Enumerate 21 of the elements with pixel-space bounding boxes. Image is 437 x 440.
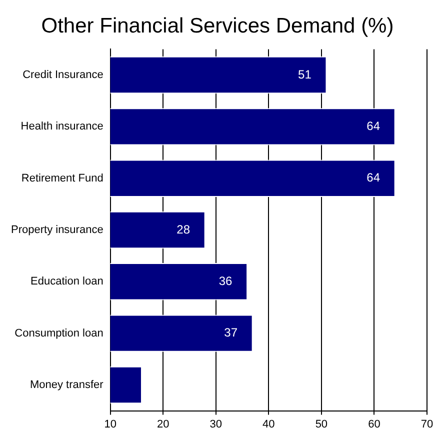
data-label: 64 [366,119,380,133]
x-tick-label: 70 [420,418,434,430]
data-label: 28 [176,222,190,236]
data-label: 37 [224,326,238,340]
y-tick-label: Education loan [30,276,104,288]
data-label: 64 [366,170,380,185]
y-tick-label: Money transfer [30,379,104,392]
x-tick-label: 20 [156,418,170,430]
x-tick-label: 10 [104,418,116,430]
y-tick-label: Property insurance [10,224,104,236]
data-label: 51 [298,67,312,82]
x-tick-label: 60 [368,418,380,430]
y-tick-label: Consumption loan [14,327,104,340]
y-tick-label: Retirement Fund [21,172,104,184]
chart-title: Other Financial Services Demand (%) [41,14,394,38]
x-tick-label: 50 [315,418,328,430]
y-tick-label: Health insurance [20,120,104,133]
x-tick-label: 40 [262,418,275,430]
data-label: 36 [218,274,233,288]
x-tick-label: 30 [210,418,222,430]
y-tick-label: Credit Insurance [22,69,104,82]
